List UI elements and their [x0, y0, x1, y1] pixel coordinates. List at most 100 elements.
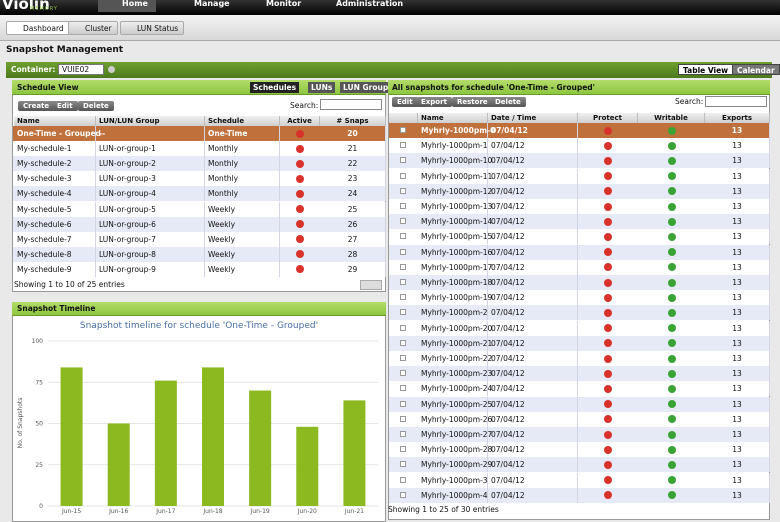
table-row[interactable] [13, 261, 385, 277]
view-tab[interactable]: Schedules [250, 82, 300, 93]
table-row[interactable] [13, 126, 385, 141]
column-header[interactable]: # Snaps [320, 116, 386, 126]
column-header[interactable]: Date / Time [488, 113, 578, 123]
checkbox[interactable] [400, 309, 406, 316]
x-icon [604, 324, 612, 333]
x-icon [296, 205, 304, 213]
y-tick-label: 25 [35, 462, 43, 469]
column-header[interactable]: Writable [638, 113, 705, 123]
pager[interactable] [360, 280, 382, 290]
checkbox[interactable] [400, 172, 406, 179]
search-input[interactable] [320, 99, 382, 110]
table-cell: Myhrly-1000pm-4 [418, 487, 488, 503]
container-select[interactable]: VUIE02 [58, 64, 104, 75]
check-icon [668, 248, 676, 257]
button[interactable]: Edit [52, 101, 78, 111]
table-cell: Myhrly-1000pm-20 [418, 320, 492, 336]
subtab-bar: Dashboard Cluster LUN Status [0, 15, 780, 41]
checkbox[interactable] [400, 233, 406, 240]
timeline-chart: Snapshot timeline for schedule 'One-Time… [17, 321, 378, 515]
checkbox[interactable] [400, 415, 406, 422]
check-icon [668, 172, 676, 181]
checkbox[interactable] [400, 355, 406, 361]
checkbox[interactable] [400, 491, 406, 498]
view-button[interactable]: Calendar [732, 64, 780, 75]
x-icon [296, 174, 304, 183]
bar [154, 380, 177, 506]
table-cell: 07/04/12 [488, 351, 578, 366]
table-cell: 07/04/12 [488, 335, 578, 351]
button[interactable]: Edit [392, 97, 418, 107]
page-title: Snapshot Management [6, 45, 124, 55]
column-header[interactable]: Name [14, 116, 96, 126]
x-tick-label: Jun-21 [344, 508, 364, 515]
view-tab[interactable]: LUN Groups [340, 82, 396, 93]
button[interactable]: Restore [452, 97, 493, 107]
table-row[interactable] [13, 141, 385, 157]
table-row[interactable] [13, 186, 385, 202]
column-header[interactable]: Active [280, 116, 320, 126]
checkbox[interactable] [400, 187, 406, 194]
timeline-header: Snapshot Timeline [12, 302, 386, 316]
table-row[interactable] [13, 231, 385, 247]
button[interactable]: Create [18, 101, 55, 111]
check-icon [668, 491, 676, 500]
column-header[interactable] [389, 113, 418, 123]
x-icon [604, 460, 612, 469]
column-header[interactable]: Schedule [205, 116, 280, 126]
checkbox[interactable] [400, 431, 406, 437]
nav-tab[interactable]: Manage [194, 0, 230, 8]
checkbox[interactable] [400, 157, 406, 164]
checkbox[interactable] [400, 385, 406, 392]
subtab[interactable]: Dashboard [6, 21, 70, 35]
checkbox[interactable] [400, 461, 406, 468]
view-tab[interactable]: LUNs [308, 82, 336, 93]
checkbox[interactable] [400, 446, 406, 453]
checkbox[interactable] [400, 294, 406, 301]
table-row[interactable] [13, 216, 385, 232]
table-cell: LUN-or-group-5 [96, 201, 205, 217]
bar [343, 400, 366, 506]
checkbox[interactable] [400, 248, 406, 255]
checkbox[interactable] [400, 324, 406, 331]
subtab[interactable]: Cluster [68, 21, 118, 35]
nav-tab[interactable]: Administration [336, 0, 404, 8]
table-cell: 13 [705, 199, 770, 214]
x-tick-label: Jun-16 [108, 508, 128, 515]
checkbox[interactable] [400, 370, 406, 377]
button[interactable]: Delete [490, 97, 526, 107]
button[interactable]: Delete [78, 101, 114, 111]
checkbox[interactable] [400, 263, 406, 270]
nav-tab[interactable]: Monitor [266, 0, 302, 8]
table-cell: 07/04/12 [488, 244, 578, 260]
column-header[interactable]: Protect [578, 113, 638, 123]
refresh-icon[interactable] [108, 66, 115, 73]
table-row[interactable] [13, 246, 385, 262]
checkbox[interactable] [400, 203, 406, 209]
check-icon [668, 126, 676, 135]
button[interactable]: Export [416, 97, 452, 107]
checkbox[interactable] [400, 279, 406, 285]
table-row[interactable] [13, 201, 385, 217]
checkbox[interactable] [400, 218, 406, 225]
table-row[interactable] [13, 171, 385, 187]
subtab[interactable]: LUN Status [120, 21, 185, 35]
nav-tab[interactable]: Home [98, 0, 156, 12]
column-header[interactable]: LUN/LUN Group [96, 116, 205, 126]
table-cell: 21 [320, 141, 386, 157]
table-row[interactable] [13, 156, 385, 172]
column-header[interactable]: Name [418, 113, 488, 123]
timeline-title: Snapshot Timeline [17, 304, 96, 313]
check-icon [668, 476, 676, 485]
checkbox[interactable] [400, 339, 406, 346]
table-cell: 07/04/12 [488, 214, 578, 230]
view-button[interactable]: Table View [678, 64, 734, 75]
checkbox[interactable] [400, 142, 406, 149]
checkbox[interactable] [400, 127, 406, 133]
checkbox[interactable] [400, 476, 406, 483]
table-cell: Myhrly-1000pm-2 [418, 305, 488, 321]
search-input[interactable] [705, 96, 767, 107]
checkbox[interactable] [400, 400, 406, 407]
column-header[interactable]: Exports [705, 113, 770, 123]
